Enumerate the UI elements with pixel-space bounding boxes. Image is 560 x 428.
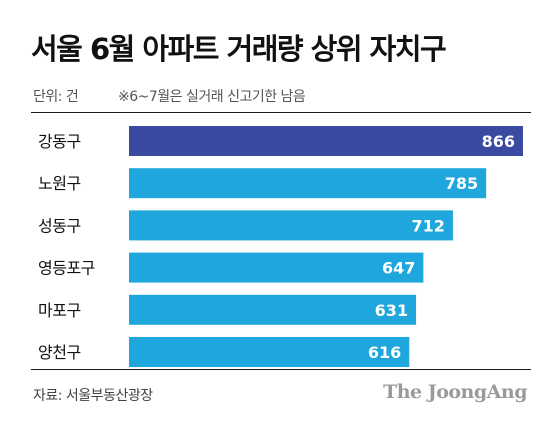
category-label: 강동구 <box>38 132 81 151</box>
bar <box>129 126 523 156</box>
bar-group: 강동구 866 <box>38 126 523 156</box>
value-label: 866 <box>482 132 515 151</box>
bar <box>129 294 417 325</box>
bar-group: 양천구 616 <box>38 337 410 367</box>
bar-group: 노원구 785 <box>38 168 487 199</box>
value-label: 631 <box>375 301 408 320</box>
bar <box>129 168 487 199</box>
top-divider <box>31 112 531 113</box>
category-label: 양천구 <box>38 343 81 362</box>
note-text: ※6~7월은 실거래 신고기한 남음 <box>118 89 306 105</box>
brand-logo: The JoongAng <box>383 381 527 403</box>
bottom-divider <box>31 369 531 370</box>
category-label: 성동구 <box>38 216 81 235</box>
bar-group: 성동구 712 <box>38 210 453 241</box>
bar-group: 영등포구 647 <box>38 252 424 283</box>
chart-title: 서울 6월 아파트 거래량 상위 자치구 <box>31 32 447 66</box>
bar <box>129 337 410 367</box>
value-label: 647 <box>382 259 415 278</box>
category-label: 영등포구 <box>38 259 95 278</box>
bar <box>129 252 424 283</box>
source-text: 자료: 서울부동산광장 <box>33 388 153 404</box>
category-label: 마포구 <box>38 301 81 320</box>
bar <box>129 210 453 241</box>
unit-label: 단위: 건 <box>33 89 79 105</box>
category-label: 노원구 <box>38 174 81 193</box>
bar-group: 마포구 631 <box>38 294 417 325</box>
value-label: 785 <box>445 174 478 193</box>
value-label: 616 <box>368 343 401 362</box>
value-label: 712 <box>412 216 445 235</box>
